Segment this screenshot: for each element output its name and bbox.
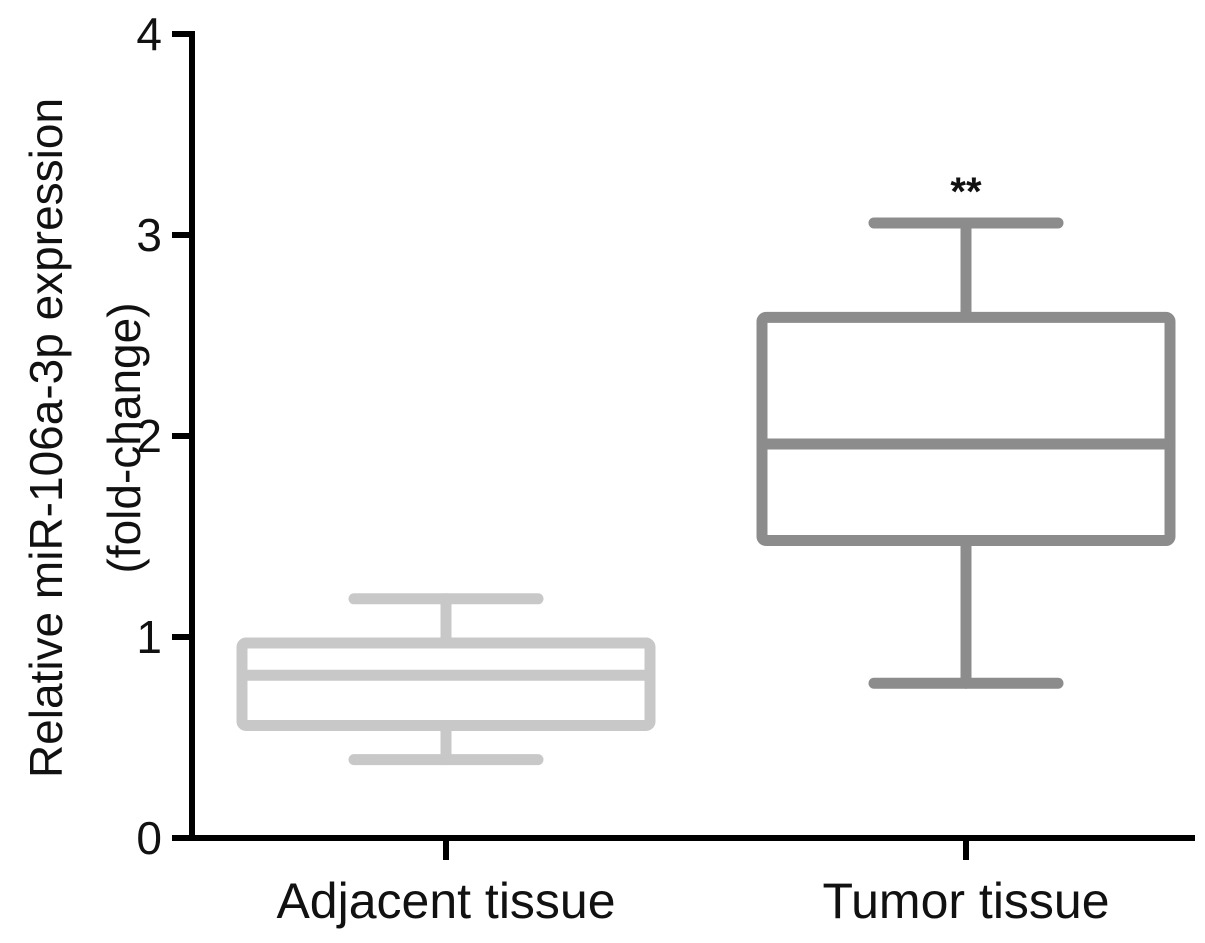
box-1 bbox=[236, 593, 656, 766]
x-tick-label: Adjacent tissue bbox=[276, 873, 615, 929]
y-axis-label-line-1: Relative miR-106a-3p expression bbox=[20, 98, 72, 778]
box-iqr bbox=[236, 637, 656, 731]
x-ticks: Adjacent tissue Tumor tissue bbox=[276, 838, 1110, 929]
boxes: ** bbox=[236, 170, 1176, 766]
y-tick-label: 0 bbox=[136, 812, 162, 864]
y-ticks: 0 1 2 3 4 bbox=[136, 8, 192, 864]
y-tick-label: 2 bbox=[136, 410, 162, 462]
box-2: ** bbox=[756, 170, 1176, 689]
box-iqr bbox=[756, 311, 1176, 547]
y-axis-label: Relative miR-106a-3p expression (fold-ch… bbox=[20, 98, 150, 778]
y-tick-label: 3 bbox=[136, 209, 162, 261]
y-axis-label-line-2: (fold-change) bbox=[98, 302, 150, 573]
x-tick-label: Tumor tissue bbox=[822, 873, 1109, 929]
y-tick-label: 1 bbox=[136, 611, 162, 663]
significance-label: ** bbox=[950, 170, 982, 214]
y-tick-label: 4 bbox=[136, 8, 162, 60]
